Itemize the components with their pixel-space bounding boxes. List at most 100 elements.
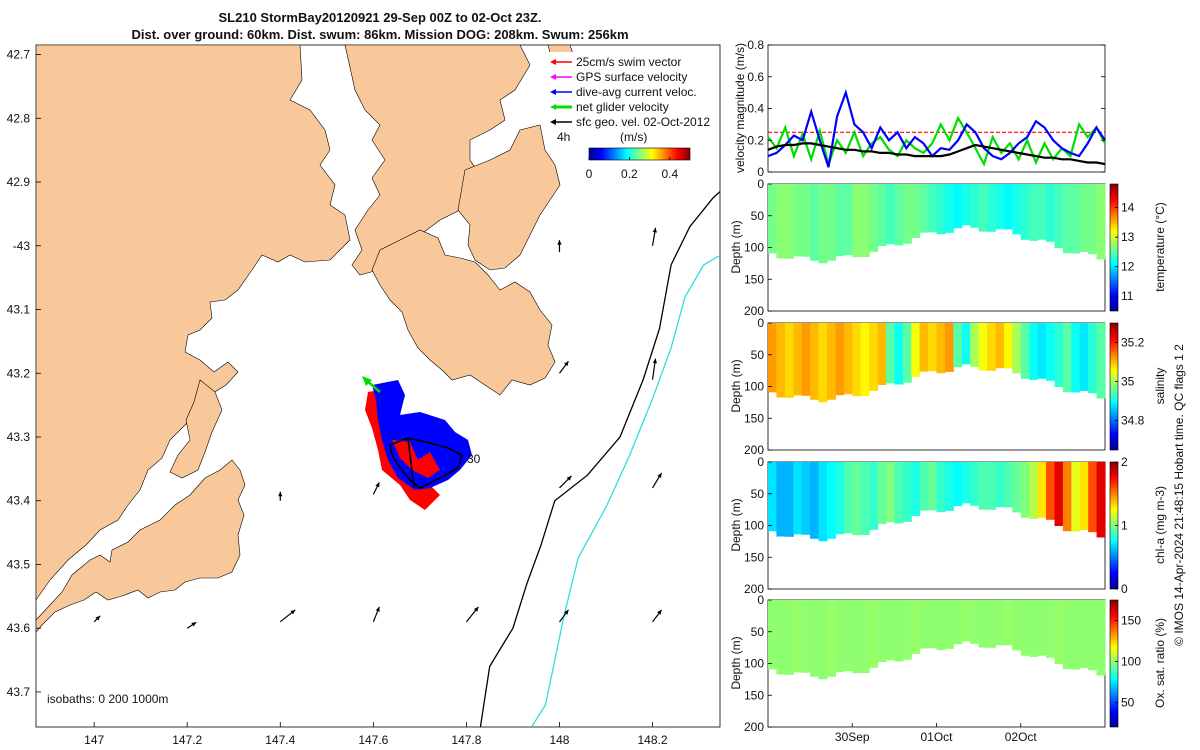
depth-section-cell xyxy=(1062,323,1072,393)
depth-y-tick-label: 0 xyxy=(757,593,764,607)
depth-section-cell xyxy=(1003,184,1013,230)
depth-section-cell xyxy=(911,600,921,654)
depth-section-cell xyxy=(768,462,777,532)
depth-section-cell xyxy=(1071,323,1081,393)
depth-section-cell xyxy=(978,184,988,232)
geo-velocity-arrow xyxy=(465,606,479,623)
depth-section-cell xyxy=(936,184,946,235)
geo-velocity-arrowhead xyxy=(473,606,479,612)
depth-section-cell xyxy=(1071,600,1081,670)
depth-colorbar-bar xyxy=(1109,599,1119,728)
depth-section-cell xyxy=(877,462,887,524)
velocity-series-line xyxy=(767,115,1106,168)
map-colorbar-tick-label: 0.4 xyxy=(661,167,678,181)
map-legend-swatch-head xyxy=(550,119,556,125)
land-layer xyxy=(36,45,576,633)
velocity-series-line xyxy=(767,142,1106,166)
depth-section-cell xyxy=(1079,600,1089,668)
depth-section-cell xyxy=(1096,462,1106,538)
depth-section-cell xyxy=(970,184,980,228)
depth-section-cell xyxy=(978,600,988,648)
depth-section-cell xyxy=(1062,600,1072,670)
depth-ylabel: Depth (m) xyxy=(729,498,743,551)
depth-section-cell xyxy=(987,323,996,371)
map-legend-label: sfc geo. vel. 02-Oct-2012 xyxy=(576,115,710,129)
depth-section-cell xyxy=(995,462,1005,508)
depth-section-cell xyxy=(987,184,996,232)
depth-section-cell xyxy=(1079,462,1089,530)
map-y-tick-label: 42.8 xyxy=(7,111,31,125)
depth-section-cell xyxy=(995,184,1005,230)
depth-section-cell xyxy=(852,600,862,674)
depth-section-cell xyxy=(818,462,828,542)
map-y-tick-label: 43.3 xyxy=(7,430,31,444)
geo-velocity-arrow xyxy=(372,606,380,623)
geo-velocity-arrowhead xyxy=(564,361,569,367)
depth-section-cell xyxy=(784,323,794,398)
depth-section-cell xyxy=(961,323,971,365)
depth-colorbar-bar xyxy=(1109,183,1119,312)
map-x-tick-label: 147.8 xyxy=(451,733,481,747)
depth-section-cell xyxy=(936,323,946,374)
map-y-tick-label: 42.7 xyxy=(7,48,31,62)
track-label: 30 xyxy=(467,452,481,466)
depth-section-cell xyxy=(1003,600,1013,646)
depth-section-cell xyxy=(1079,184,1089,252)
map-y-tick-label: 42.9 xyxy=(7,175,31,189)
depth-colorbar-tick-label: 1 xyxy=(1121,519,1128,533)
depth-section-cell xyxy=(1079,323,1089,391)
map-colorbar-tick-label: 0 xyxy=(586,167,593,181)
velocity-series-line xyxy=(767,88,1106,168)
depth-section-cell xyxy=(1088,323,1098,394)
depth-y-tick-label: 0 xyxy=(757,177,764,191)
map-y-tick-label: 43.2 xyxy=(7,366,31,380)
depth-section-cell xyxy=(911,462,921,516)
depth-section-cell xyxy=(776,184,786,259)
depth-section-cell xyxy=(784,184,794,259)
depth-section-cell xyxy=(1037,600,1047,656)
depth-section-cell xyxy=(835,600,845,673)
geo-velocity-arrow xyxy=(651,358,658,380)
depth-section-cell xyxy=(835,462,845,535)
geo-velocity-arrow xyxy=(651,227,657,246)
geo-velocity-arrowhead xyxy=(375,482,380,488)
depth-section-cell xyxy=(1029,184,1039,241)
depth-colorbar-label: chl-a (mg m-3) xyxy=(1153,486,1167,564)
velocity-y-tick-label: 0 xyxy=(757,165,764,179)
depth-section-cell xyxy=(1054,462,1064,526)
depth-section-cell xyxy=(978,323,988,371)
map-legend-note: 4h xyxy=(557,130,570,144)
map-x-ticks: 147 147.2 147.4 147.6 147.8 148 148.2 xyxy=(84,722,668,747)
depth-section-cell xyxy=(1020,184,1030,240)
depth-y-tick-label: 150 xyxy=(744,688,764,702)
figure-title-line1: SL210 StormBay20120921 29-Sep 00Z to 02-… xyxy=(218,10,542,25)
depth-section-cell xyxy=(1020,323,1030,379)
depth-section-cell xyxy=(886,323,895,384)
depth-section-cell xyxy=(1046,323,1055,381)
depth-section-cell xyxy=(1029,323,1039,380)
depth-section-cell xyxy=(810,462,820,539)
geo-velocity-arrowhead xyxy=(657,472,662,478)
depth-ylabel: Depth (m) xyxy=(729,220,743,273)
depth-section-cell xyxy=(877,600,887,662)
depth-ylabel: Depth (m) xyxy=(729,636,743,689)
depth-section-cell xyxy=(1037,323,1047,379)
map-y-tick-label: 43.1 xyxy=(7,303,31,317)
geo-velocity-arrow xyxy=(558,609,569,623)
depth-colorbar-tick-label: 35.2 xyxy=(1121,336,1145,350)
depth-section-cell xyxy=(886,462,895,523)
depth-section-cell xyxy=(810,600,820,677)
depth-section-cell xyxy=(801,600,811,673)
depth-section-cell xyxy=(776,600,786,675)
depth-section-cell xyxy=(1037,184,1047,240)
geo-velocity-arrowhead xyxy=(652,227,657,233)
depth-section-cell xyxy=(902,323,912,383)
glider-swim-overlay xyxy=(392,440,440,478)
isobath-200m xyxy=(479,191,720,727)
depth-section-cell xyxy=(1012,600,1022,651)
imos-side-note: © IMOS 14-Apr-2024 21:48:15 Hobart time.… xyxy=(1172,344,1186,646)
depth-y-tick-label: 200 xyxy=(744,582,764,596)
depth-section-cell xyxy=(835,323,845,396)
depth-section-cell xyxy=(953,323,963,368)
